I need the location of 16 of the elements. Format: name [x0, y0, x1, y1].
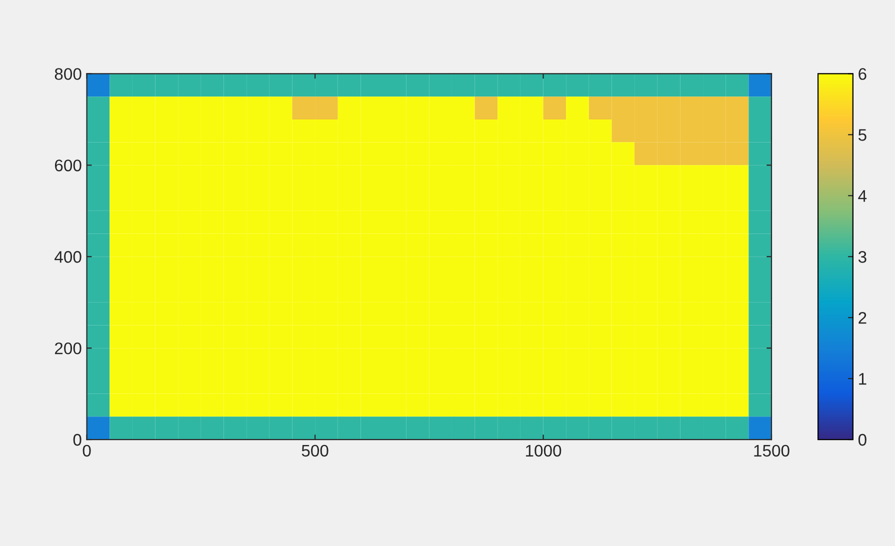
x-tick-label: 500 — [302, 444, 328, 457]
color-bar-label: 2 — [858, 312, 866, 324]
y-tick-label: 200 — [54, 342, 82, 354]
y-tick-label: 600 — [54, 160, 82, 172]
color-bar-label: 1 — [859, 373, 866, 385]
x-tick-label: 1000 — [526, 444, 562, 457]
y-tick-label: 800 — [54, 68, 82, 80]
color-bar-label: 5 — [858, 129, 866, 141]
x-tick-label: 0 — [82, 444, 91, 457]
color-bar-label: 3 — [858, 251, 866, 263]
y-tick-label: 0 — [73, 434, 82, 446]
color-bar-label: 4 — [858, 190, 867, 202]
color-bar-label: 0 — [858, 434, 866, 446]
x-tick-label: 1500 — [754, 444, 790, 457]
color-bar-label: 6 — [858, 68, 866, 80]
y-tick-label: 400 — [54, 251, 82, 263]
